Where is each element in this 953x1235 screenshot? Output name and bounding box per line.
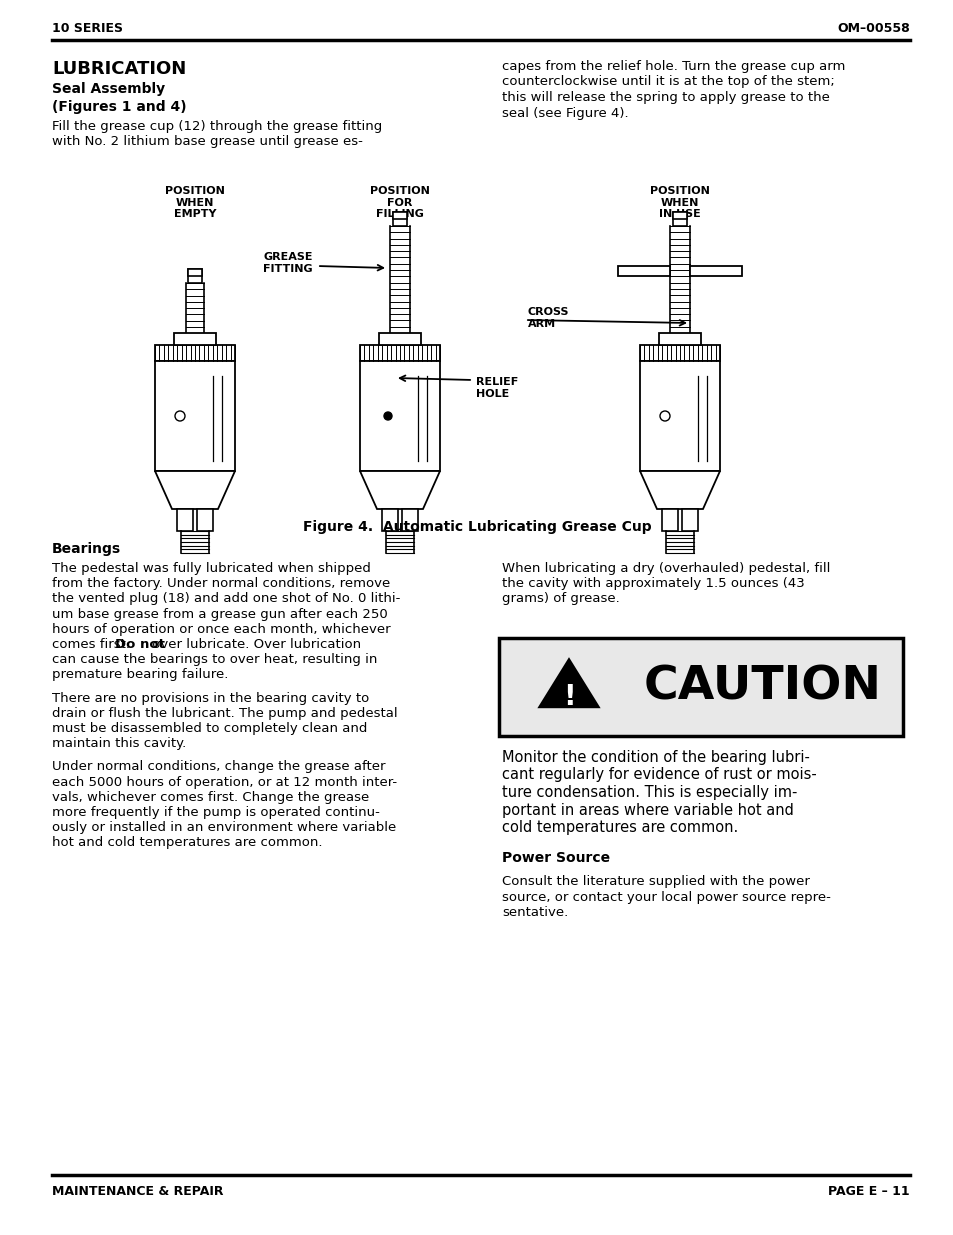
Text: drain or flush the lubricant. The pump and pedestal: drain or flush the lubricant. The pump a… [52,706,397,720]
Bar [359,361,439,471]
Text: (Figures 1 and 4): (Figures 1 and 4) [52,100,187,114]
Text: CROSS
ARM: CROSS ARM [527,308,569,329]
Bar [672,212,686,219]
Text: from the factory. Under normal conditions, remove: from the factory. Under normal condition… [52,577,390,590]
Bar [672,212,686,226]
Text: 10 SERIES: 10 SERIES [52,22,123,35]
Bar [378,333,420,345]
Text: um base grease from a grease gun after each 250: um base grease from a grease gun after e… [52,608,387,621]
Text: this will release the spring to apply grease to the: this will release the spring to apply gr… [501,91,829,104]
Text: with No. 2 lithium base grease until grease es-: with No. 2 lithium base grease until gre… [52,136,362,148]
Text: Under normal conditions, change the grease after: Under normal conditions, change the grea… [52,761,385,773]
Text: Power Source: Power Source [501,851,610,866]
Bar [659,333,700,345]
Text: MAINTENANCE & REPAIR: MAINTENANCE & REPAIR [52,1186,223,1198]
Text: premature bearing failure.: premature bearing failure. [52,668,228,682]
Bar [639,361,720,471]
Text: sentative.: sentative. [501,906,568,919]
Text: Seal Assembly: Seal Assembly [52,82,165,96]
Text: POSITION
FOR
FILLING: POSITION FOR FILLING [370,186,430,219]
Text: GREASE
FITTING: GREASE FITTING [263,252,313,274]
Bar [188,269,202,275]
Text: vals, whichever comes first. Change the grease: vals, whichever comes first. Change the … [52,790,369,804]
Bar [154,361,234,471]
Text: Monitor the condition of the bearing lubri-: Monitor the condition of the bearing lub… [501,750,809,764]
Text: ously or installed in an environment where variable: ously or installed in an environment whe… [52,821,395,834]
Text: POSITION
WHEN
IN USE: POSITION WHEN IN USE [649,186,709,219]
Text: There are no provisions in the bearing cavity to: There are no provisions in the bearing c… [52,692,369,705]
Bar [196,509,213,531]
Text: cant regularly for evidence of rust or mois-: cant regularly for evidence of rust or m… [501,767,816,783]
Text: cold temperatures are common.: cold temperatures are common. [501,820,738,835]
Text: hours of operation or once each month, whichever: hours of operation or once each month, w… [52,622,390,636]
Text: capes from the relief hole. Turn the grease cup arm: capes from the relief hole. Turn the gre… [501,61,844,73]
Bar [498,638,902,736]
Text: each 5000 hours of operation, or at 12 month inter-: each 5000 hours of operation, or at 12 m… [52,776,396,789]
Bar [381,509,397,531]
Bar [689,266,741,275]
Bar [177,509,193,531]
Text: grams) of grease.: grams) of grease. [501,593,619,605]
Polygon shape [154,471,234,509]
Text: ture condensation. This is especially im-: ture condensation. This is especially im… [501,785,797,800]
Text: RELIEF
HOLE: RELIEF HOLE [476,377,517,399]
Text: Do not: Do not [115,638,165,651]
Text: hot and cold temperatures are common.: hot and cold temperatures are common. [52,836,322,850]
Text: the vented plug (18) and add one shot of No. 0 lithi-: the vented plug (18) and add one shot of… [52,593,400,605]
Text: Consult the literature supplied with the power: Consult the literature supplied with the… [501,876,809,888]
Text: POSITION
WHEN
EMPTY: POSITION WHEN EMPTY [165,186,225,219]
Bar [393,212,407,219]
Bar [661,509,678,531]
Polygon shape [359,471,439,509]
Text: Figure 4.  Automatic Lubricating Grease Cup: Figure 4. Automatic Lubricating Grease C… [302,520,651,534]
Text: must be disassembled to completely clean and: must be disassembled to completely clean… [52,722,367,735]
Polygon shape [538,659,598,708]
Bar [359,345,439,361]
Text: !: ! [562,683,575,711]
Bar [681,509,698,531]
Text: source, or contact your local power source repre-: source, or contact your local power sour… [501,890,830,904]
Text: The pedestal was fully lubricated when shipped: The pedestal was fully lubricated when s… [52,562,371,576]
Text: maintain this cavity.: maintain this cavity. [52,737,186,750]
Text: comes first.: comes first. [52,638,134,651]
Bar [401,509,417,531]
Circle shape [384,412,392,420]
Bar [173,333,215,345]
Bar [188,269,202,283]
Text: Fill the grease cup (12) through the grease fitting: Fill the grease cup (12) through the gre… [52,120,382,133]
Text: Bearings: Bearings [52,542,121,556]
Text: OM–00558: OM–00558 [837,22,909,35]
Text: counterclockwise until it is at the top of the stem;: counterclockwise until it is at the top … [501,75,834,89]
Bar [393,212,407,226]
Text: PAGE E – 11: PAGE E – 11 [827,1186,909,1198]
Text: CAUTION: CAUTION [643,664,882,709]
Text: more frequently if the pump is operated continu-: more frequently if the pump is operated … [52,806,379,819]
Text: LUBRICATION: LUBRICATION [52,61,186,78]
Bar [154,345,234,361]
Polygon shape [639,471,720,509]
Text: over lubricate. Over lubrication: over lubricate. Over lubrication [148,638,361,651]
Text: can cause the bearings to over heat, resulting in: can cause the bearings to over heat, res… [52,653,377,666]
Bar [618,266,669,275]
Text: the cavity with approximately 1.5 ounces (43: the cavity with approximately 1.5 ounces… [501,577,804,590]
Text: seal (see Figure 4).: seal (see Figure 4). [501,106,628,120]
Bar [639,345,720,361]
Text: When lubricating a dry (overhauled) pedestal, fill: When lubricating a dry (overhauled) pede… [501,562,829,576]
Text: portant in areas where variable hot and: portant in areas where variable hot and [501,803,793,818]
